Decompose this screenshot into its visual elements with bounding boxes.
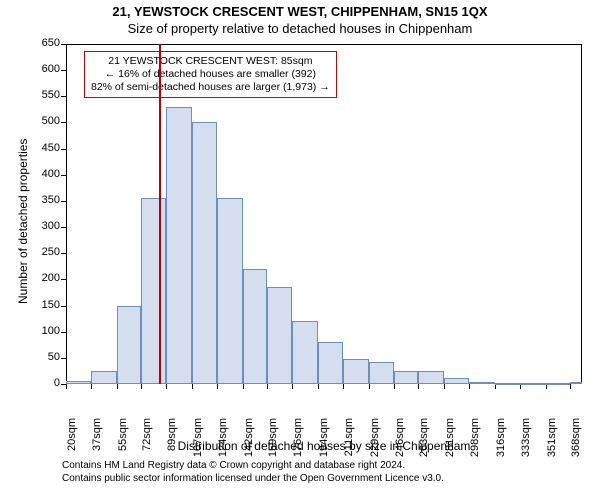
xtick-label: 194sqm [318, 418, 330, 464]
xtick-label: 246sqm [394, 418, 406, 464]
ytick-mark [61, 96, 66, 97]
xtick-mark [444, 384, 445, 389]
xtick-mark [267, 384, 268, 389]
ytick-label: 400 [24, 168, 60, 180]
histogram-bar [217, 198, 243, 384]
xtick-label: 176sqm [292, 418, 304, 464]
histogram-bar [394, 371, 419, 384]
annotation-line-1: 21 YEWSTOCK CRESCENT WEST: 85sqm [91, 55, 330, 68]
histogram-bar [267, 287, 292, 384]
histogram-bar [292, 321, 318, 384]
ytick-mark [61, 149, 66, 150]
histogram-bar [546, 383, 571, 385]
xtick-label: 316sqm [495, 418, 507, 464]
ytick-mark [61, 279, 66, 280]
ytick-label: 250 [24, 246, 60, 258]
histogram-bar [418, 371, 444, 384]
histogram-bar [66, 381, 91, 384]
ytick-label: 450 [24, 142, 60, 154]
xtick-mark [418, 384, 419, 389]
footer-line-2: Contains public sector information licen… [62, 473, 444, 486]
xtick-label: 211sqm [343, 418, 355, 464]
xtick-mark [369, 384, 370, 389]
ytick-label: 100 [24, 325, 60, 337]
annotation-box: 21 YEWSTOCK CRESCENT WEST: 85sqm ← 16% o… [84, 51, 337, 98]
ytick-label: 0 [24, 377, 60, 389]
xtick-mark [343, 384, 344, 389]
xtick-label: 333sqm [520, 418, 532, 464]
histogram-bar [444, 378, 469, 384]
xtick-mark [570, 384, 571, 389]
xtick-mark [91, 384, 92, 389]
xtick-label: 368sqm [570, 418, 582, 464]
ytick-mark [61, 70, 66, 71]
xtick-mark [66, 384, 67, 389]
xtick-label: 55sqm [117, 418, 129, 464]
annotation-line-2: ← 16% of detached houses are smaller (39… [91, 68, 330, 81]
histogram-bar [117, 306, 142, 384]
ytick-mark [61, 44, 66, 45]
figure: 21, YEWSTOCK CRESCENT WEST, CHIPPENHAM, … [0, 0, 600, 500]
histogram-bar [318, 342, 343, 384]
histogram-bar [369, 362, 394, 384]
xtick-label: 37sqm [91, 418, 103, 464]
ytick-label: 500 [24, 115, 60, 127]
ytick-label: 600 [24, 63, 60, 75]
xtick-mark [292, 384, 293, 389]
ytick-label: 350 [24, 194, 60, 206]
histogram-bar [343, 359, 369, 384]
histogram-bar [520, 383, 546, 385]
xtick-label: 263sqm [418, 418, 430, 464]
xtick-mark [141, 384, 142, 389]
ytick-label: 150 [24, 299, 60, 311]
ytick-label: 650 [24, 37, 60, 49]
xtick-label: 159sqm [267, 418, 279, 464]
xtick-mark [469, 384, 470, 389]
xtick-label: 298sqm [469, 418, 481, 464]
ytick-label: 550 [24, 89, 60, 101]
xtick-label: 229sqm [369, 418, 381, 464]
page-title-2: Size of property relative to detached ho… [0, 21, 600, 36]
ytick-label: 200 [24, 272, 60, 284]
ytick-mark [61, 253, 66, 254]
ytick-mark [61, 306, 66, 307]
title-block: 21, YEWSTOCK CRESCENT WEST, CHIPPENHAM, … [0, 4, 600, 36]
histogram-bar [91, 371, 117, 384]
xtick-mark [243, 384, 244, 389]
xtick-label: 107sqm [192, 418, 204, 464]
xtick-mark [192, 384, 193, 389]
ytick-mark [61, 175, 66, 176]
xtick-label: 72sqm [141, 418, 153, 464]
xtick-mark [117, 384, 118, 389]
ytick-mark [61, 332, 66, 333]
histogram-bar [469, 382, 495, 384]
histogram-bar [570, 382, 582, 384]
histogram-bar [192, 122, 217, 384]
histogram-bar [495, 383, 520, 385]
page-title-1: 21, YEWSTOCK CRESCENT WEST, CHIPPENHAM, … [0, 4, 600, 19]
ytick-mark [61, 201, 66, 202]
xtick-label: 351sqm [546, 418, 558, 464]
xtick-label: 89sqm [166, 418, 178, 464]
ytick-label: 300 [24, 220, 60, 232]
ytick-mark [61, 227, 66, 228]
xtick-mark [166, 384, 167, 389]
xtick-label: 124sqm [217, 418, 229, 464]
ytick-mark [61, 358, 66, 359]
histogram-bar [166, 107, 192, 384]
ytick-label: 50 [24, 351, 60, 363]
ytick-mark [61, 122, 66, 123]
xtick-label: 20sqm [66, 418, 78, 464]
xtick-label: 281sqm [444, 418, 456, 464]
marker-line [159, 44, 161, 384]
xtick-label: 142sqm [243, 418, 255, 464]
histogram-bar [141, 198, 166, 384]
xtick-mark [217, 384, 218, 389]
xtick-mark [318, 384, 319, 389]
annotation-line-3: 82% of semi-detached houses are larger (… [91, 81, 330, 94]
xtick-mark [394, 384, 395, 389]
histogram-bar [243, 269, 268, 384]
